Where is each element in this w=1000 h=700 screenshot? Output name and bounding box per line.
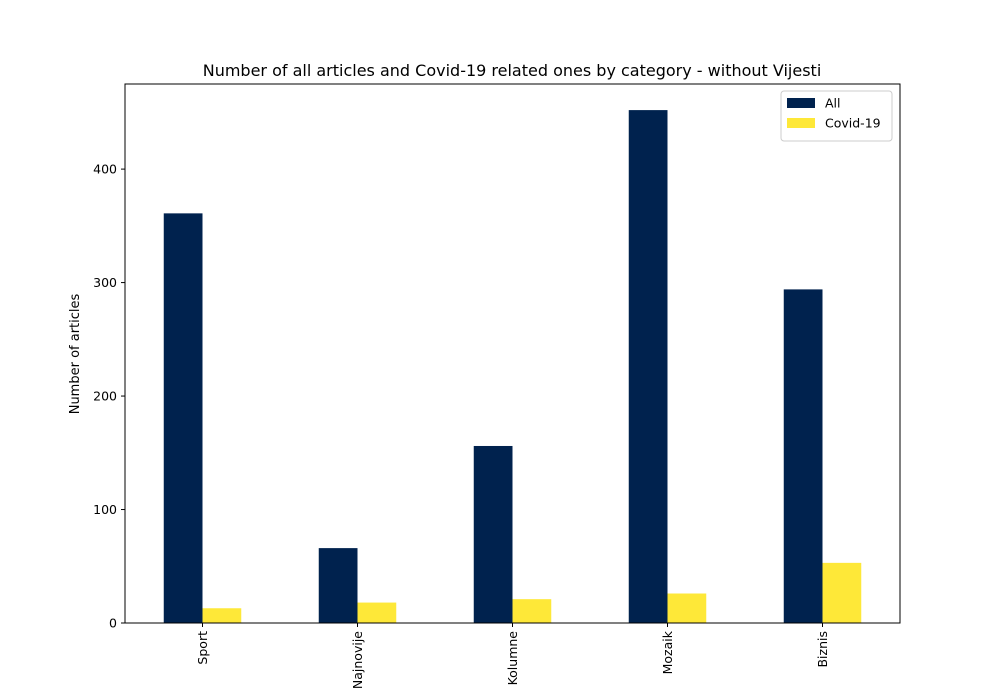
x-tick-label: Kolumne	[505, 631, 520, 686]
bar-all-biznis	[783, 289, 823, 623]
y-tick-label: 200	[93, 389, 117, 404]
x-tick-label: Mozaik	[660, 630, 675, 674]
y-axis-label: Number of articles	[68, 293, 83, 414]
x-tick-label: Biznis	[815, 631, 830, 668]
legend: All Covid-19	[780, 90, 893, 142]
y-tick-label: 100	[93, 502, 117, 517]
bar-covid-19-mozaik	[667, 593, 707, 623]
chart-title: Number of all articles and Covid-19 rela…	[203, 61, 822, 80]
bar-all-sport	[163, 213, 203, 624]
legend-swatch	[787, 118, 815, 128]
bar-all-mozaik	[628, 110, 668, 624]
plot-area: 0 100 200 300 400 Sport Najnovije Kolumne Mozaik…	[93, 83, 901, 689]
bar-all-najnovije	[318, 548, 358, 623]
x-tick-label: Najnovije	[350, 631, 365, 689]
y-tick-label: 300	[93, 275, 117, 290]
legend-entry-label: Covid-19	[825, 116, 881, 131]
bar-covid-19-biznis	[822, 562, 862, 623]
x-tick-label: Sport	[195, 631, 210, 665]
bar-covid-19-sport	[202, 608, 242, 623]
y-tick-label: 400	[93, 162, 117, 177]
legend-entry-label: All	[825, 96, 841, 111]
bar-covid-19-kolumne	[512, 599, 552, 623]
y-tick-label: 0	[109, 616, 117, 631]
bar-all-kolumne	[473, 445, 513, 623]
bar-covid-19-najnovije	[357, 602, 397, 623]
legend-swatch	[787, 98, 815, 108]
